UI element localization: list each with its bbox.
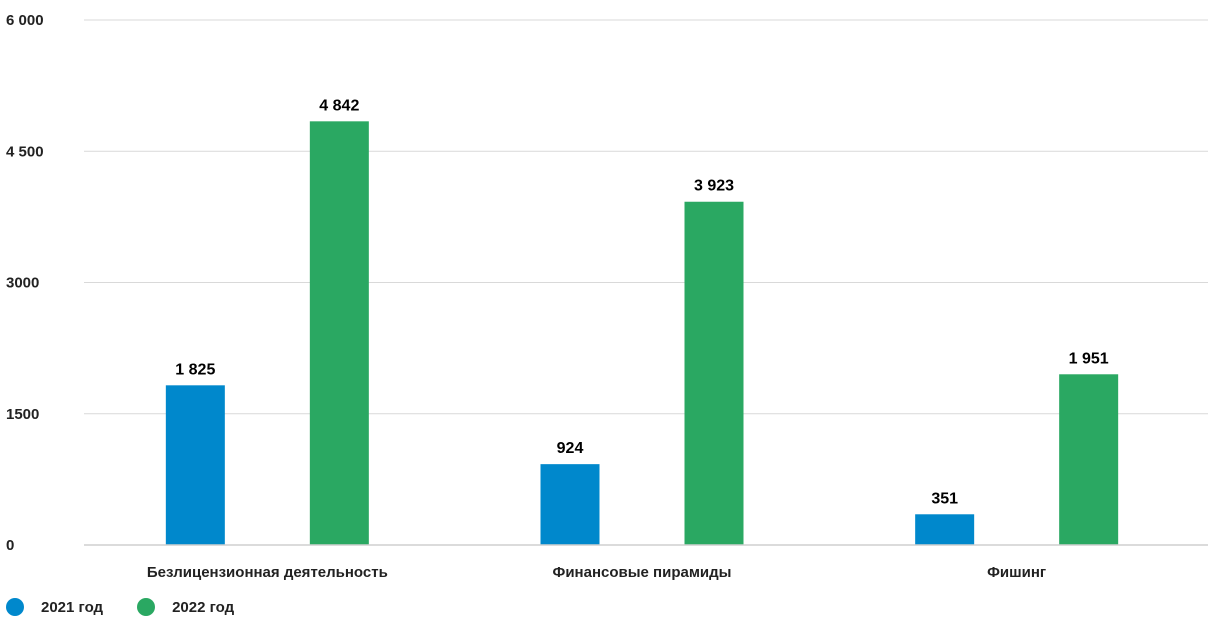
y-tick-label: 0 (6, 537, 14, 554)
bar (309, 121, 369, 545)
x-axis-category-labels: Безлицензионная деятельность Финансовые п… (147, 564, 1046, 581)
bar (1059, 374, 1119, 545)
bar (684, 201, 744, 546)
bar (165, 385, 225, 545)
y-tick-label: 3000 (6, 275, 39, 292)
category-label: Безлицензионная деятельность (147, 564, 388, 581)
y-tick-label: 4 500 (6, 143, 44, 160)
bar-value-label: 1 825 (175, 361, 215, 378)
data-labels: 1 825 4 842 924 3 923 351 1 951 (175, 97, 1108, 507)
bar-chart: 0 1500 3000 4 500 6 000 1 825 4 842 924 3 923 35… (6, 12, 1208, 581)
legend-item-2022: 2022 год (137, 598, 234, 616)
legend-marker-2021 (6, 598, 24, 616)
category-label: Фишинг (987, 564, 1046, 581)
bar-value-label: 4 842 (319, 97, 359, 114)
y-tick-label: 6 000 (6, 12, 44, 29)
bar-value-label: 351 (931, 490, 958, 507)
legend-item-2021: 2021 год (6, 598, 103, 616)
grid-lines (84, 19, 1208, 415)
bar (540, 464, 600, 545)
legend-label-2022: 2022 год (172, 598, 235, 616)
bar-value-label: 1 951 (1069, 350, 1109, 367)
y-axis-tick-labels: 0 1500 3000 4 500 6 000 (6, 12, 44, 554)
legend-label-2021: 2021 год (41, 598, 104, 616)
legend-marker-2022 (137, 598, 156, 616)
bars (165, 121, 1119, 546)
bar (915, 514, 975, 545)
y-tick-label: 1500 (6, 406, 39, 423)
bar-value-label: 3 923 (694, 178, 734, 195)
legend: 2021 год 2022 год (6, 598, 268, 616)
category-label: Финансовые пирамиды (553, 564, 732, 581)
bar-value-label: 924 (557, 440, 584, 457)
